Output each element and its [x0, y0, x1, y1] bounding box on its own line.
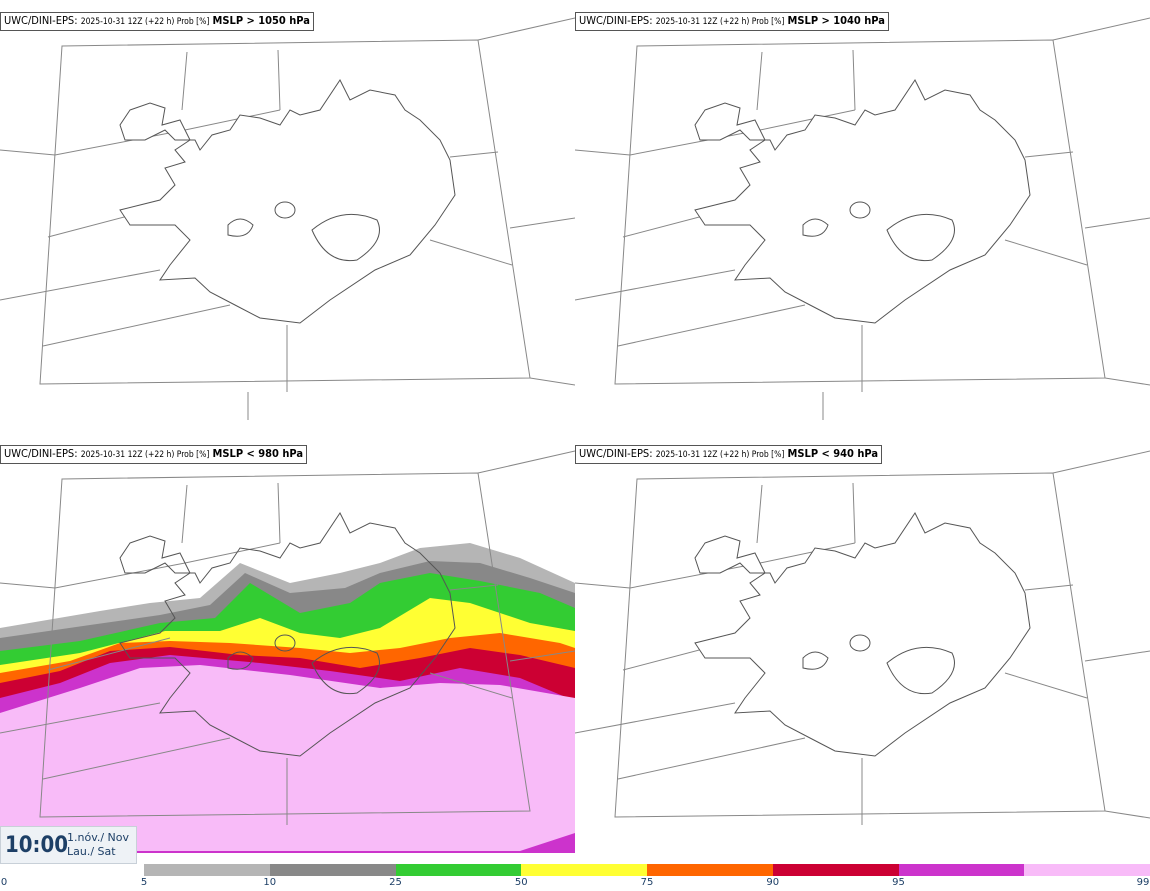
valid-date: 1.nóv./ Nov Lau./ Sat — [67, 831, 129, 859]
graticule-line — [575, 269, 863, 392]
graticule-line — [181, 17, 575, 420]
panel-title: UWC/DINI-EPS: 2025-10-31 12Z (+22 h) Pro… — [0, 12, 314, 31]
graticule-line — [0, 542, 499, 591]
map-panel-mslp-lt-940: UWC/DINI-EPS: 2025-10-31 12Z (+22 h) Pro… — [575, 433, 1150, 853]
map-canvas — [575, 450, 1150, 825]
colorbar-segment — [898, 864, 1025, 876]
iceland-outline — [119, 512, 456, 757]
map-canvas — [0, 17, 575, 420]
graticule-line — [575, 109, 1074, 158]
run-info: 2025-10-31 12Z (+22 h) Prob [%] — [655, 17, 785, 27]
colorbar-tick-label: 75 — [640, 877, 654, 888]
valid-time: 10:00 — [5, 833, 69, 858]
colorbar-tick-label: 50 — [514, 877, 528, 888]
model-name: UWC/DINI-EPS — [4, 447, 75, 460]
valid-date-line-2: Lau./ Sat — [67, 845, 116, 858]
run-info: 2025-10-31 12Z (+22 h) Prob [%] — [80, 450, 210, 460]
map-panel-mslp-gt-1050: UWC/DINI-EPS: 2025-10-31 12Z (+22 h) Pro… — [0, 0, 575, 432]
graticule-line — [575, 702, 863, 825]
graticule-line — [0, 269, 288, 392]
colorbar-tick-label: 10 — [263, 877, 277, 888]
colorbar-segment — [521, 864, 647, 876]
map-panel-mslp-lt-980: UWC/DINI-EPS: 2025-10-31 12Z (+22 h) Pro… — [0, 433, 575, 853]
graticule-line — [0, 702, 288, 825]
valid-date-line-1: 1.nóv./ Nov — [67, 831, 130, 844]
colorbar-segment — [395, 864, 522, 876]
colorbar — [144, 864, 1150, 876]
iceland-outline — [694, 512, 1031, 757]
run-info: 2025-10-31 12Z (+22 h) Prob [%] — [80, 17, 210, 27]
colorbar-tick-label: 25 — [389, 877, 402, 888]
map-frame — [39, 472, 531, 818]
graticule-line — [181, 450, 575, 544]
threshold-label: MSLP > 1050 hPa — [212, 14, 310, 27]
map-panel-mslp-gt-1040: UWC/DINI-EPS: 2025-10-31 12Z (+22 h) Pro… — [575, 0, 1150, 432]
threshold-label: MSLP < 980 hPa — [212, 447, 304, 460]
colorbar-segment — [647, 864, 773, 876]
run-info: 2025-10-31 12Z (+22 h) Prob [%] — [655, 450, 785, 460]
threshold-label: MSLP > 1040 hPa — [787, 14, 885, 27]
iceland-outline — [119, 79, 456, 324]
probability-field — [0, 543, 575, 853]
panel-title: UWC/DINI-EPS: 2025-10-31 12Z (+22 h) Pro… — [575, 445, 883, 464]
colorbar-segment — [269, 864, 396, 876]
panel-title: UWC/DINI-EPS: 2025-10-31 12Z (+22 h) Pro… — [0, 445, 308, 464]
graticule-line — [756, 17, 1150, 420]
iceland-outline — [694, 79, 1031, 324]
valid-time-box: 10:00 1.nóv./ Nov Lau./ Sat — [0, 826, 137, 864]
panel-title: UWC/DINI-EPS: 2025-10-31 12Z (+22 h) Pro… — [575, 12, 889, 31]
model-name: UWC/DINI-EPS — [579, 14, 650, 27]
colorbar-tick-label: 90 — [766, 877, 780, 888]
model-name: UWC/DINI-EPS — [579, 447, 650, 460]
graticule-line — [47, 637, 575, 699]
colorbar-tick-label: 99 — [1136, 877, 1150, 888]
threshold-label: MSLP < 940 hPa — [787, 447, 879, 460]
colorbar-segment — [144, 864, 270, 876]
colorbar-tick-label: 5 — [140, 877, 148, 888]
colorbar-tick-label: 95 — [892, 877, 905, 888]
map-canvas — [575, 17, 1150, 420]
colorbar-segment — [1024, 864, 1150, 876]
colorbar-tick-label: 0 — [0, 877, 8, 888]
colorbar-segment — [772, 864, 899, 876]
graticule-line — [756, 450, 1150, 819]
map-canvas — [0, 450, 575, 853]
graticule-line — [575, 542, 1074, 591]
model-name: UWC/DINI-EPS — [4, 14, 75, 27]
graticule-line — [0, 109, 499, 158]
